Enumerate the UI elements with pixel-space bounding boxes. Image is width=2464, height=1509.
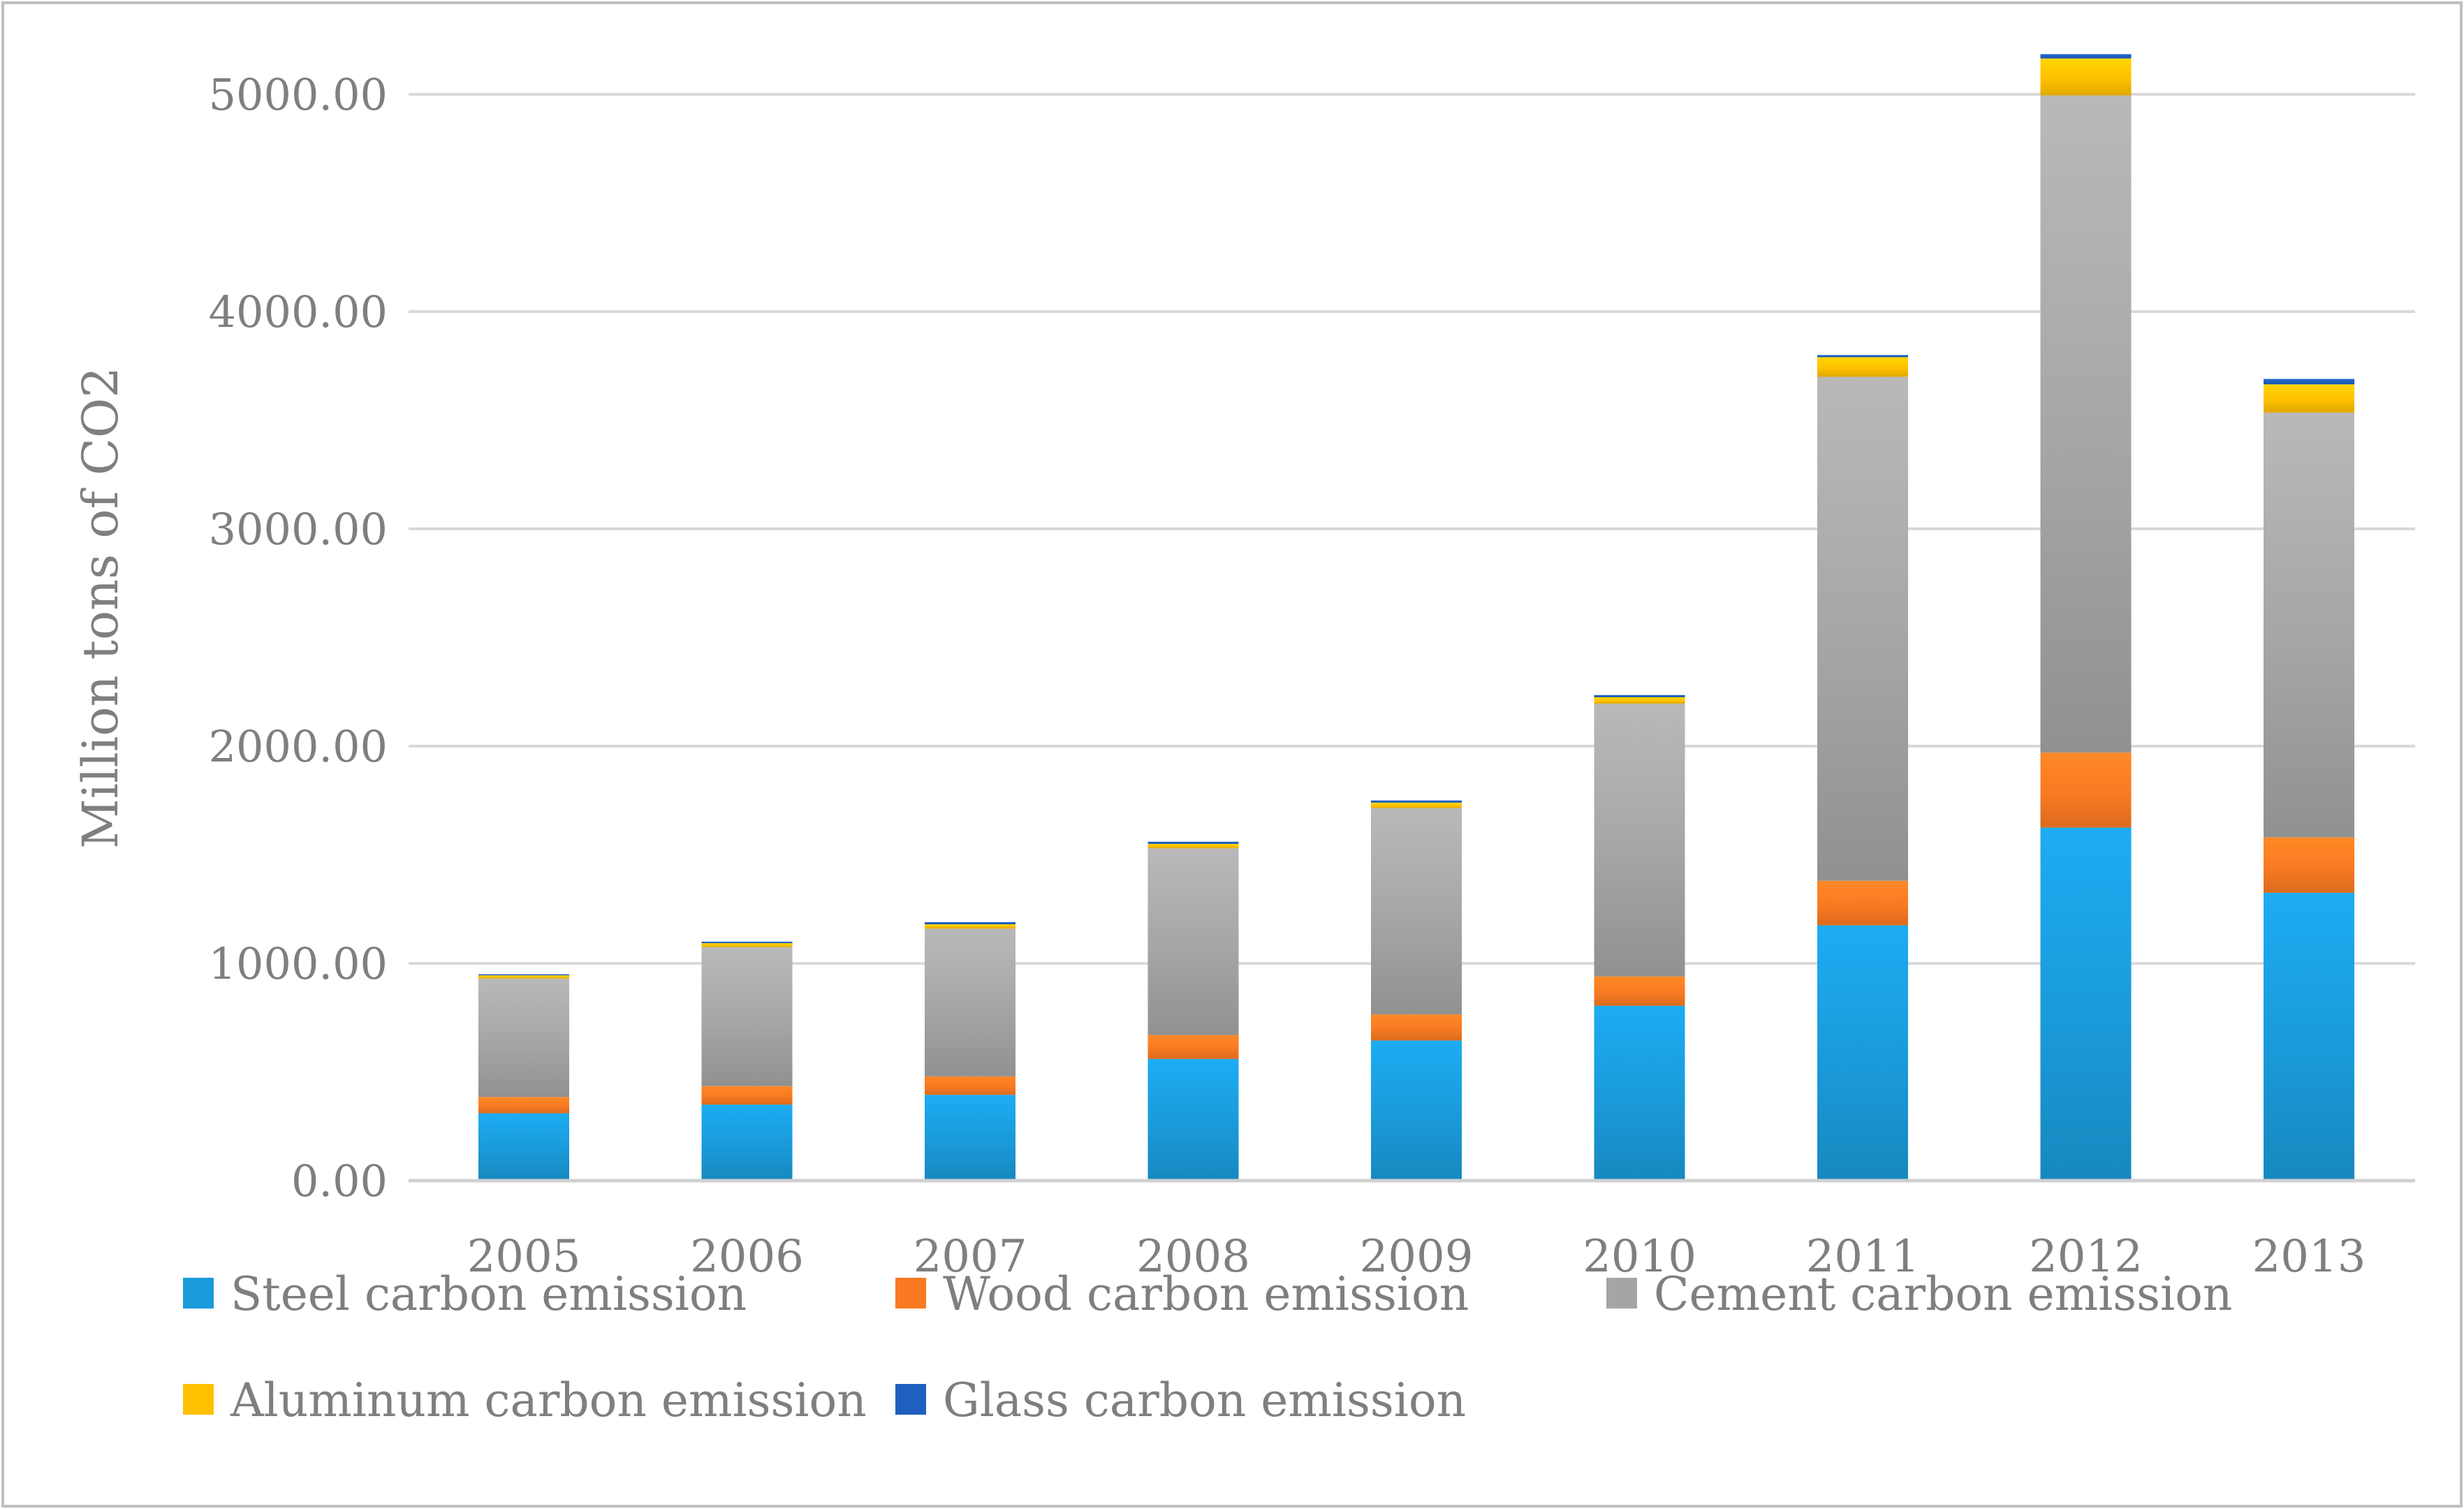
bar-cement-2007 [925,928,1015,1077]
bar-wood-2009 [1371,1014,1462,1041]
y-axis-ticks: 0.00 1000.00 2000.00 3000.00 4000.00 5000.00 [209,69,388,1207]
bar-glass-2012 [2040,54,2132,59]
x-tick-label: 2006 [690,1231,804,1283]
bar-glass-2006 [701,941,793,944]
y-tick-label: 1000.00 [209,938,388,989]
bar-cement-2010 [1594,704,1685,977]
legend-item-cement: Cement carbon emission [1606,1267,2232,1321]
bar-glass-2005 [478,974,569,976]
bar-wood-2011 [1817,880,1908,926]
legend-item-steel: Steel carbon emission [183,1267,747,1321]
legend-swatch [1606,1278,1637,1308]
bar-aluminum-2005 [478,975,569,979]
bar-steel-2007 [925,1095,1015,1181]
bar-aluminum-2009 [1371,802,1462,808]
y-tick-label: 0.00 [291,1156,388,1207]
bar-aluminum-2012 [2040,58,2132,96]
bar-cement-2005 [478,978,569,1098]
bar-aluminum-2011 [1817,357,1908,377]
legend-label: Glass carbon emission [943,1373,1466,1427]
x-axis-ticks: 2005 2006 2007 2008 2009 2010 2011 2012 2013 [467,1231,2366,1283]
bar-wood-2010 [1594,976,1685,1006]
x-tick-label: 2005 [467,1231,581,1283]
bar-glass-2011 [1817,355,1908,358]
bar-steel-2010 [1594,1005,1685,1181]
bar-glass-2013 [2264,379,2354,385]
bar-steel-2005 [478,1113,569,1181]
bar-wood-2006 [701,1086,793,1105]
bars [478,54,2354,1181]
legend-item-wood: Wood carbon emission [895,1267,1469,1321]
bar-steel-2009 [1371,1040,1462,1181]
legend-label: Aluminum carbon emission [230,1373,867,1427]
legend-label: Steel carbon emission [230,1267,747,1321]
bar-aluminum-2013 [2264,384,2354,413]
x-tick-label: 2010 [1583,1231,1696,1283]
bar-aluminum-2008 [1147,843,1239,849]
x-tick-label: 2007 [914,1231,1027,1283]
bar-steel-2011 [1817,925,1908,1181]
bar-steel-2008 [1147,1058,1239,1181]
bar-steel-2006 [701,1105,793,1181]
bar-glass-2009 [1371,800,1462,803]
bar-glass-2007 [925,921,1015,925]
bar-cement-2006 [701,947,793,1086]
bar-wood-2013 [2264,837,2354,893]
x-tick-label: 2009 [1360,1231,1474,1283]
bar-steel-2013 [2264,892,2354,1181]
bar-glass-2008 [1147,841,1239,844]
y-tick-label: 2000.00 [209,721,388,772]
bar-aluminum-2010 [1594,697,1685,704]
legend-swatch [895,1278,926,1308]
legend-item-glass: Glass carbon emission [895,1373,1466,1427]
bar-cement-2008 [1147,848,1239,1035]
bar-wood-2007 [925,1076,1015,1095]
y-tick-label: 3000.00 [209,504,388,555]
legend-label: Wood carbon emission [943,1267,1469,1321]
bar-cement-2011 [1817,377,1908,881]
y-tick-label: 5000.00 [209,69,388,120]
bar-cement-2013 [2264,412,2354,838]
x-tick-label: 2011 [1806,1231,1920,1283]
bar-aluminum-2007 [925,924,1015,929]
bar-cement-2012 [2040,95,2132,753]
bar-wood-2012 [2040,752,2132,828]
legend-label: Cement carbon emission [1654,1267,2232,1321]
legend-item-aluminum: Aluminum carbon emission [183,1373,867,1427]
bar-wood-2005 [478,1097,569,1114]
x-tick-label: 2008 [1136,1231,1250,1283]
legend: Steel carbon emission Wood carbon emissio… [183,1267,2232,1427]
bar-steel-2012 [2040,827,2132,1181]
bar-aluminum-2006 [701,943,793,947]
legend-swatch [183,1278,214,1308]
legend-swatch [183,1384,214,1415]
x-tick-label: 2012 [2029,1231,2143,1283]
x-tick-label: 2013 [2252,1231,2366,1283]
y-axis-label: Million tons of CO2 [72,367,129,849]
legend-swatch [895,1384,926,1415]
bar-cement-2009 [1371,808,1462,1015]
y-tick-label: 4000.00 [209,286,388,337]
bar-wood-2008 [1147,1035,1239,1059]
bar-glass-2010 [1594,694,1685,698]
